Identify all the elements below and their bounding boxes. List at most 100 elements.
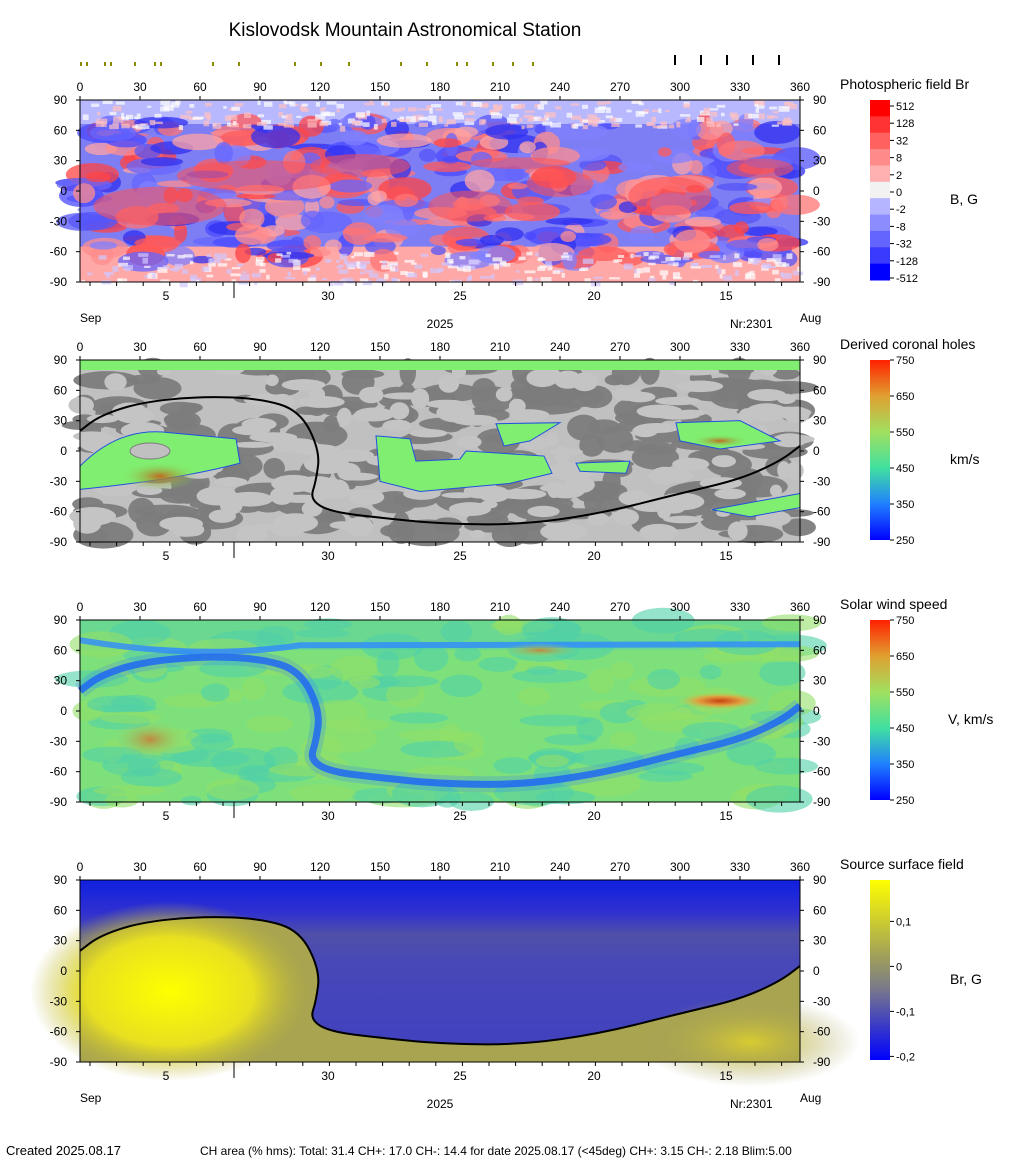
polar-speckle (581, 104, 588, 109)
legend-tick-label: 8 (896, 153, 902, 165)
polar-speckle (774, 278, 781, 284)
wind-texture (104, 793, 139, 808)
polar-speckle (634, 273, 640, 278)
wind-texture (376, 650, 400, 677)
legend-tick-label: -0,2 (896, 1051, 915, 1063)
positive-polarity-region (672, 457, 710, 471)
legend-tick-label: -2 (896, 204, 906, 216)
positive-polarity-region (624, 391, 656, 403)
lat-tick-label-left: -90 (50, 1055, 68, 1069)
month-end-label: Aug (800, 311, 821, 325)
field-patch (475, 245, 516, 264)
olive-marker (492, 62, 494, 66)
legend-colorbar (870, 620, 890, 800)
polar-speckle (716, 123, 721, 128)
wind-texture (295, 628, 350, 638)
positive-polarity-region (336, 449, 375, 462)
polar-speckle (278, 123, 287, 126)
positive-polarity-region (658, 492, 705, 511)
polar-speckle (441, 262, 453, 266)
polar-speckle (643, 109, 650, 114)
lat-tick-label-left: -30 (50, 994, 68, 1008)
polar-speckle (706, 117, 713, 123)
polar-speckle (749, 259, 754, 262)
polar-speckle (360, 271, 365, 275)
positive-polarity-region (480, 500, 498, 509)
positive-polarity-region (727, 521, 748, 541)
polar-speckle (687, 116, 691, 120)
lon-tick-label: 330 (730, 340, 750, 354)
field-patch (364, 204, 405, 225)
positive-polarity-region (354, 407, 395, 422)
polar-speckle (527, 276, 533, 282)
olive-marker (80, 62, 82, 66)
wind-texture (211, 747, 276, 776)
polar-speckle (429, 268, 436, 274)
polar-speckle (605, 107, 611, 114)
olive-marker (532, 62, 534, 66)
polar-speckle (170, 101, 180, 108)
polar-speckle (190, 274, 197, 280)
field-patch (553, 122, 609, 141)
legend-tick-label: 512 (896, 101, 914, 113)
month-start-label: Sep (80, 311, 102, 325)
year-label: 2025 (427, 317, 454, 331)
polar-speckle (538, 118, 547, 122)
polar-speckle (468, 275, 473, 280)
lat-tick-label-left: 90 (54, 873, 68, 887)
lat-tick-label-left: -90 (50, 795, 68, 809)
polar-speckle (451, 279, 462, 282)
polar-speckle (118, 262, 129, 267)
lon-tick-label: 0 (77, 80, 84, 94)
lat-tick-label-left: 60 (54, 903, 68, 917)
date-tick-label: 25 (453, 289, 467, 303)
polar-speckle (537, 104, 544, 110)
field-patch (545, 217, 594, 226)
polar-speckle (643, 267, 651, 273)
polar-speckle (499, 262, 503, 268)
lon-tick-label: 30 (133, 600, 147, 614)
positive-polarity-region (452, 414, 498, 426)
polar-speckle (145, 125, 150, 129)
positive-polarity-region (213, 477, 248, 488)
polar-speckle (147, 105, 152, 108)
polar-speckle (447, 265, 459, 269)
wind-speed-maximum (675, 691, 765, 710)
polar-speckle (142, 257, 149, 264)
field-patch (89, 124, 137, 141)
polar-speckle (679, 114, 691, 117)
polar-speckle (652, 252, 661, 255)
polar-speckle (399, 118, 411, 122)
positive-polarity-region (632, 425, 658, 438)
photospheric-map (55, 100, 821, 288)
polar-speckle (717, 267, 722, 274)
polar-speckle (752, 257, 758, 261)
field-patch (599, 211, 627, 219)
polar-speckle (515, 270, 520, 273)
lat-tick-label-left: 0 (60, 184, 67, 198)
polar-speckle (382, 260, 387, 266)
polar-speckle (217, 253, 227, 260)
polar-speckle (81, 279, 85, 283)
polar-speckle (252, 273, 261, 278)
polar-speckle (123, 265, 133, 270)
polar-speckle (524, 270, 536, 274)
coronal-hole (495, 422, 562, 447)
polar-speckle (418, 116, 428, 121)
polar-speckle (609, 277, 620, 280)
month-end-label: Aug (800, 1091, 821, 1105)
polar-speckle (523, 114, 533, 118)
positive-polarity-region (301, 501, 323, 517)
black-marker (726, 55, 728, 65)
polar-speckle (444, 124, 449, 127)
positive-polarity-region (469, 529, 486, 539)
polar-speckle (160, 279, 170, 284)
positive-polarity-region (745, 403, 788, 422)
date-tick-label: 15 (719, 289, 733, 303)
field-patch (725, 239, 761, 252)
polar-speckle (452, 112, 463, 116)
polar-speckle (242, 271, 248, 274)
polar-speckle (319, 122, 329, 127)
legend-tick-label: 0 (896, 961, 902, 973)
